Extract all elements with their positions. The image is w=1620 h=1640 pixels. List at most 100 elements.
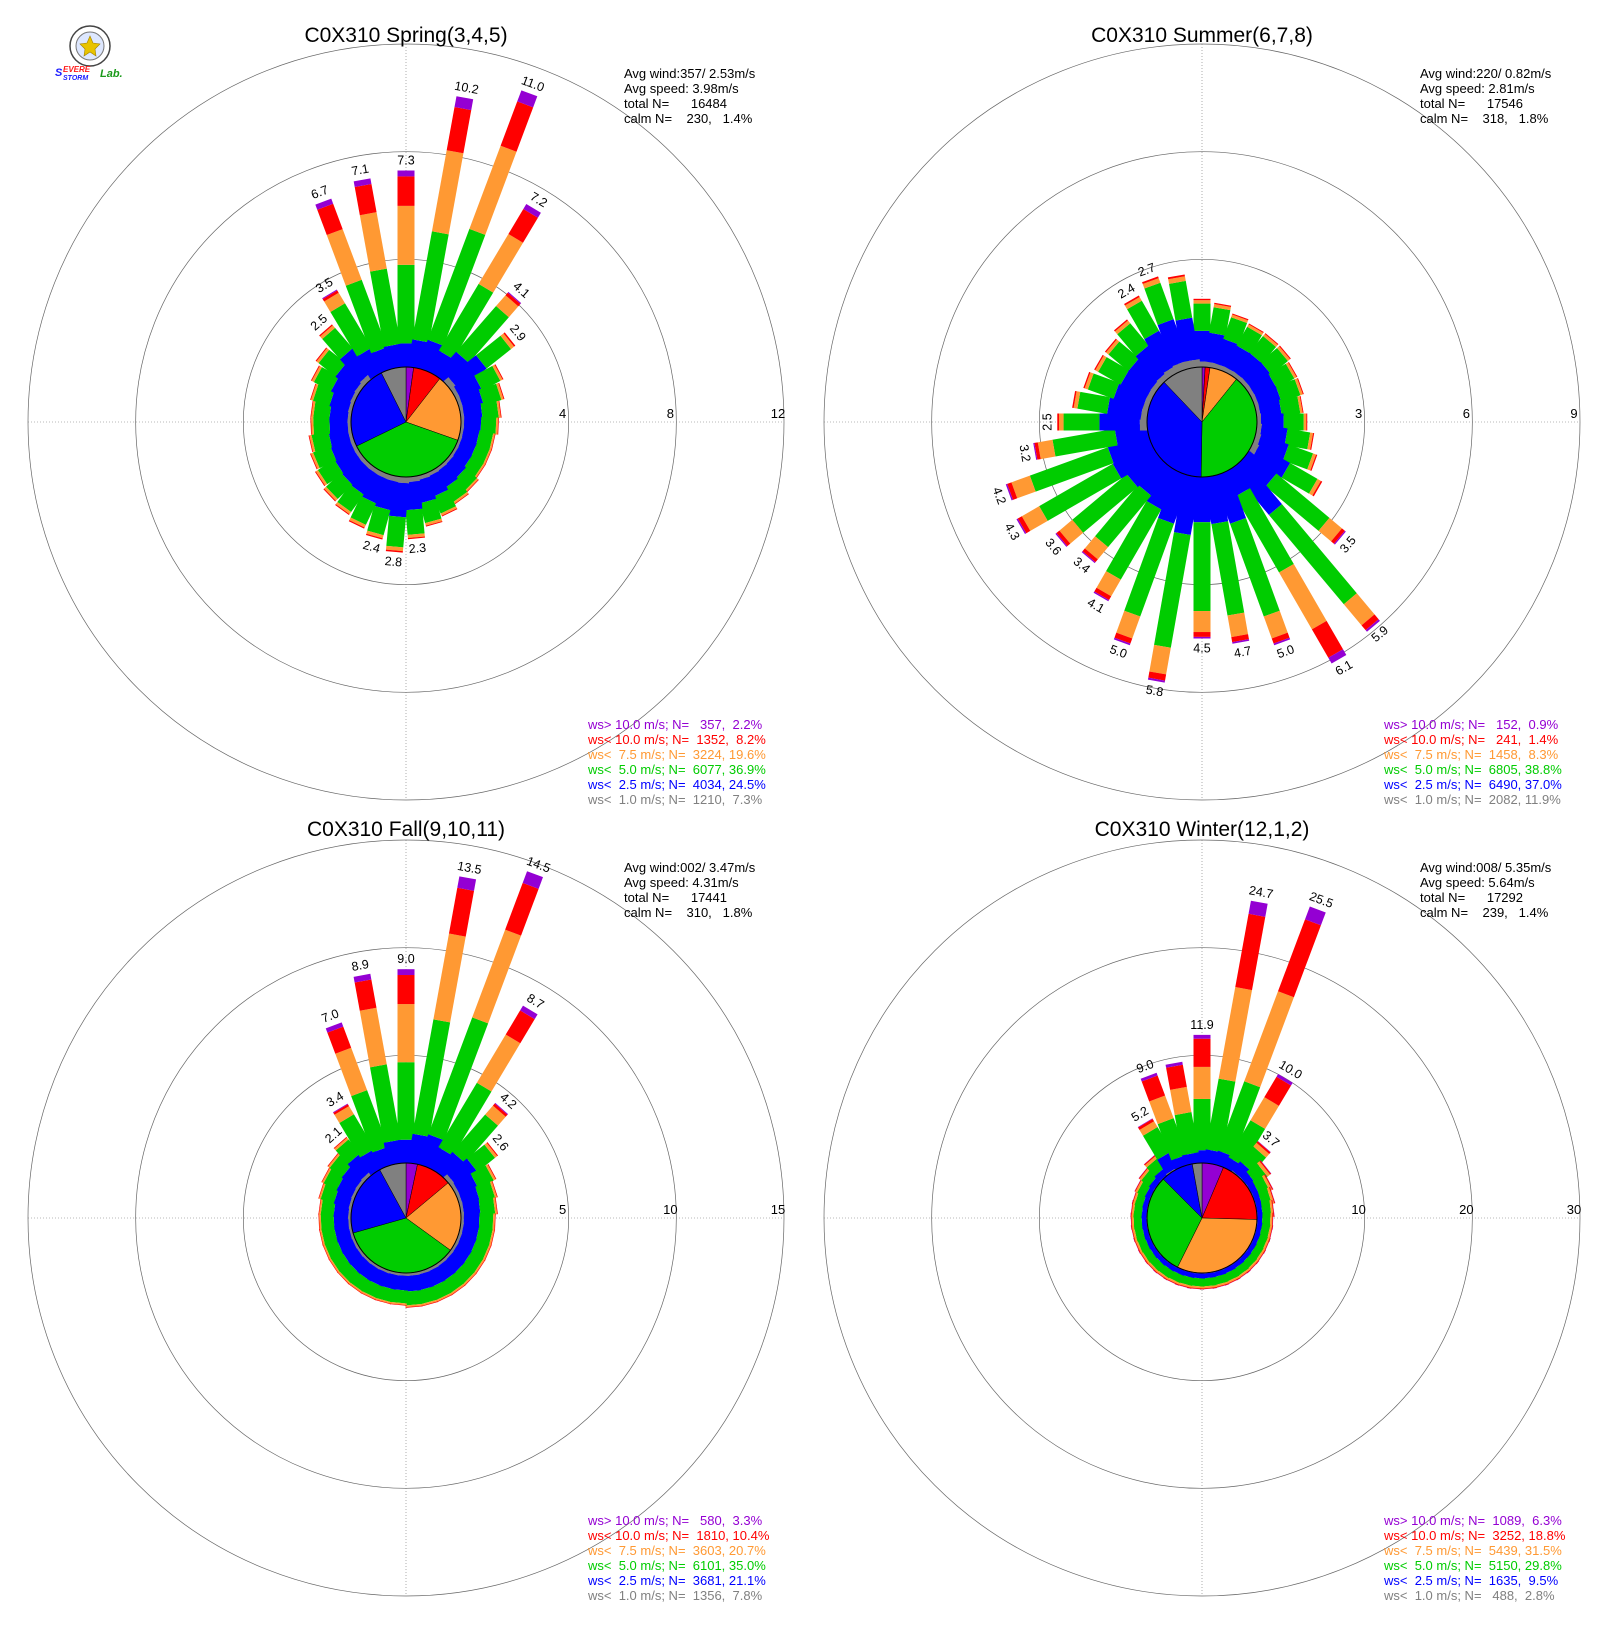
bar-segment [473, 1258, 485, 1274]
bar-value-label: 4.7 [1233, 644, 1253, 661]
bar-segment [349, 517, 366, 528]
ring-tick-label: 6 [1463, 406, 1470, 421]
bar-segment [1328, 649, 1347, 664]
bar-segment [1096, 571, 1121, 597]
bar-segment [1303, 413, 1307, 431]
bar-segment [318, 1197, 322, 1215]
bar-segment [1250, 445, 1291, 478]
bar-segment [417, 1286, 438, 1305]
bar-segment [490, 1229, 496, 1247]
bar-segment [354, 183, 377, 216]
wind-rose-panel-2: 3 6 9 C0X310 Summer(6,7,8) Avg wind:220/ 0.8… [823, 24, 1581, 807]
bar-segment [505, 1010, 535, 1044]
bar-segment [1057, 413, 1060, 431]
bar-segment [474, 365, 501, 391]
wind-rose-panel-4: 10 20 30 C0X310 Winter(12,1,2) Avg wind:008/… [823, 818, 1581, 1603]
bar-segment [1231, 634, 1249, 643]
bar-segment [1114, 632, 1133, 644]
bar-value-label: 8.9 [350, 957, 370, 974]
panel-title: C0X310 Spring(3,4,5) [304, 24, 507, 47]
logo-text-severe: S [55, 67, 63, 79]
bar-segment [1084, 372, 1094, 390]
stat-line: Avg speed: 2.81m/s [1420, 81, 1535, 96]
legend-entry: ws< 10.0 m/s; N= 1810, 10.4% [587, 1528, 770, 1543]
bar-segment [1209, 307, 1231, 336]
bar-segment [334, 1106, 354, 1123]
bar-segment [447, 1158, 478, 1188]
direction-bar-5 [435, 291, 522, 387]
bar-segment [322, 290, 339, 302]
bar-segment [472, 929, 522, 1024]
bar-segment [1021, 506, 1048, 531]
bar-segment [1213, 304, 1231, 311]
bar-segment [1268, 504, 1357, 605]
bar-segment [1305, 906, 1326, 926]
speed-legend: ws> 10.0 m/s; N= 357, 2.2%ws< 10.0 m/s; … [587, 717, 766, 807]
bar-segment [317, 203, 343, 236]
bar-segment [1232, 639, 1250, 644]
direction-bar-3 [417, 871, 543, 1170]
bar-segment [374, 1299, 392, 1305]
bar-segment [1235, 913, 1266, 991]
legend-entry: ws> 10.0 m/s; N= 357, 2.2% [587, 717, 763, 732]
bar-segment [318, 349, 346, 377]
bar-segment [1114, 320, 1131, 335]
bar-segment [1255, 434, 1289, 461]
bar-segment [1250, 1097, 1279, 1129]
speed-class-pie [1146, 366, 1258, 478]
ring-tick-label: 30 [1567, 1202, 1581, 1217]
bar-segment [1310, 454, 1318, 471]
bar-segment [1094, 354, 1104, 371]
bar-segment [407, 533, 425, 538]
bar-segment [315, 198, 334, 210]
direction-bar-35 [353, 178, 405, 370]
bar-segment [315, 470, 328, 486]
bar-segment [333, 447, 362, 474]
bar-segment [475, 1259, 486, 1275]
bar-segment [1137, 1118, 1153, 1128]
direction-bar-32 [319, 324, 377, 387]
bar-segment [1095, 484, 1152, 548]
bar-segment [370, 1064, 401, 1143]
direction-bar-21 [1113, 470, 1192, 646]
bar-value-label: 2.8 [384, 554, 403, 570]
bar-segment [454, 96, 474, 111]
stat-line: Avg speed: 4.31m/s [624, 875, 739, 890]
bar-segment [417, 1134, 445, 1170]
bar-segment [1146, 465, 1182, 510]
legend-entry: ws< 1.0 m/s; N= 1210, 7.3% [587, 792, 763, 807]
bar-segment [347, 1152, 374, 1180]
bar-segment [493, 1197, 498, 1215]
bar-segment [522, 871, 543, 889]
bar-segment [320, 325, 336, 340]
ring-tick-label: 20 [1459, 1202, 1473, 1217]
bar-segment [1143, 1153, 1157, 1165]
bar-segment [1055, 533, 1068, 547]
bar-segment [1077, 391, 1110, 414]
logo-star-icon [79, 35, 101, 57]
bar-segment [1269, 1186, 1276, 1204]
bar-segment [1157, 1118, 1188, 1161]
bar-segment [1016, 518, 1027, 535]
bar-segment [360, 1292, 377, 1301]
bar-segment [1260, 347, 1288, 375]
ring-tick-label: 8 [667, 406, 674, 421]
bar-value-label: 2.4 [361, 538, 382, 556]
bar-segment [1138, 1118, 1155, 1130]
bar-segment [451, 1284, 466, 1296]
ring-tick-label: 4 [559, 406, 566, 421]
bar-segment [453, 491, 469, 504]
bar-segment [312, 445, 337, 469]
bar-segment [359, 1007, 387, 1068]
bar-segment [1084, 536, 1109, 560]
bar-segment [463, 1272, 477, 1286]
bar-segment [1241, 361, 1272, 391]
bar-segment [1126, 450, 1166, 488]
bar-segment [454, 493, 469, 505]
bar-segment [497, 417, 499, 435]
bar-segment [316, 348, 330, 364]
direction-bar-24 [1055, 450, 1166, 547]
bar-segment [476, 1034, 521, 1092]
bar-segment [353, 973, 372, 983]
bar-segment [494, 1102, 509, 1115]
